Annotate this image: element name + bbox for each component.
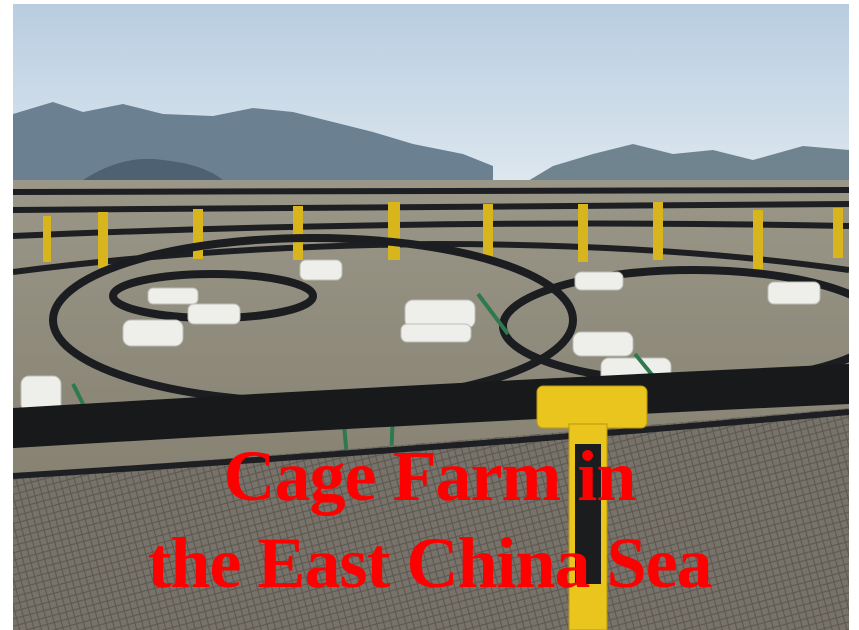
foreground-pipe bbox=[13, 364, 849, 448]
caption-line-2: the East China Sea bbox=[147, 523, 712, 603]
cage-farm-photo bbox=[13, 4, 849, 630]
mountain-island bbox=[83, 158, 223, 180]
black-vertical-post bbox=[575, 444, 601, 584]
caption-line-1: Cage Farm in bbox=[223, 436, 637, 516]
mountain-range-right bbox=[523, 144, 849, 184]
